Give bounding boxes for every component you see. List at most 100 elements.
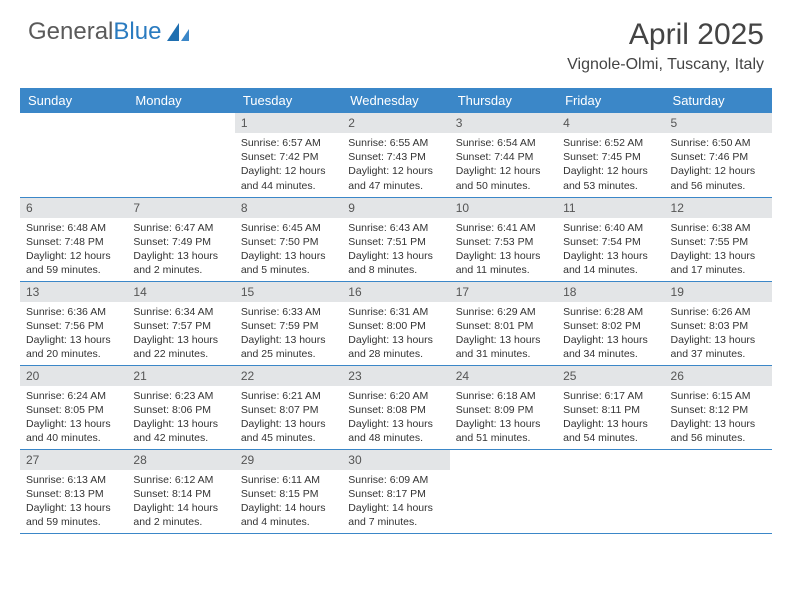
calendar-cell: 1Sunrise: 6:57 AMSunset: 7:42 PMDaylight…: [235, 113, 342, 197]
calendar-cell: ..: [127, 113, 234, 197]
day-number: 17: [450, 282, 557, 302]
day-number: 18: [557, 282, 664, 302]
day-body: Sunrise: 6:55 AMSunset: 7:43 PMDaylight:…: [342, 133, 449, 196]
day-body: Sunrise: 6:43 AMSunset: 7:51 PMDaylight:…: [342, 218, 449, 281]
day-number: 3: [450, 113, 557, 133]
day-body: Sunrise: 6:21 AMSunset: 8:07 PMDaylight:…: [235, 386, 342, 449]
day-body: Sunrise: 6:57 AMSunset: 7:42 PMDaylight:…: [235, 133, 342, 196]
logo: GeneralBlue: [28, 18, 191, 46]
weekday-row: SundayMondayTuesdayWednesdayThursdayFrid…: [20, 88, 772, 113]
day-body: Sunrise: 6:45 AMSunset: 7:50 PMDaylight:…: [235, 218, 342, 281]
logo-part2: Blue: [113, 18, 161, 45]
day-body: Sunrise: 6:20 AMSunset: 8:08 PMDaylight:…: [342, 386, 449, 449]
day-body: Sunrise: 6:54 AMSunset: 7:44 PMDaylight:…: [450, 133, 557, 196]
calendar-row: 27Sunrise: 6:13 AMSunset: 8:13 PMDayligh…: [20, 449, 772, 533]
calendar-head: SundayMondayTuesdayWednesdayThursdayFrid…: [20, 88, 772, 113]
calendar-row: 6Sunrise: 6:48 AMSunset: 7:48 PMDaylight…: [20, 197, 772, 281]
calendar-cell: 12Sunrise: 6:38 AMSunset: 7:55 PMDayligh…: [665, 197, 772, 281]
day-number: 9: [342, 198, 449, 218]
calendar-cell: 18Sunrise: 6:28 AMSunset: 8:02 PMDayligh…: [557, 281, 664, 365]
day-body: Sunrise: 6:26 AMSunset: 8:03 PMDaylight:…: [665, 302, 772, 365]
day-body: Sunrise: 6:38 AMSunset: 7:55 PMDaylight:…: [665, 218, 772, 281]
calendar-cell: 5Sunrise: 6:50 AMSunset: 7:46 PMDaylight…: [665, 113, 772, 197]
day-number: 8: [235, 198, 342, 218]
day-body: Sunrise: 6:29 AMSunset: 8:01 PMDaylight:…: [450, 302, 557, 365]
calendar-cell: 27Sunrise: 6:13 AMSunset: 8:13 PMDayligh…: [20, 449, 127, 533]
day-number: 26: [665, 366, 772, 386]
day-body: Sunrise: 6:36 AMSunset: 7:56 PMDaylight:…: [20, 302, 127, 365]
day-number: 28: [127, 450, 234, 470]
day-number: 23: [342, 366, 449, 386]
calendar-cell: 26Sunrise: 6:15 AMSunset: 8:12 PMDayligh…: [665, 365, 772, 449]
day-number: 22: [235, 366, 342, 386]
day-number: 6: [20, 198, 127, 218]
day-body: Sunrise: 6:13 AMSunset: 8:13 PMDaylight:…: [20, 470, 127, 533]
day-number: 29: [235, 450, 342, 470]
day-number: 2: [342, 113, 449, 133]
calendar-cell: 21Sunrise: 6:23 AMSunset: 8:06 PMDayligh…: [127, 365, 234, 449]
day-body: Sunrise: 6:31 AMSunset: 8:00 PMDaylight:…: [342, 302, 449, 365]
day-body: Sunrise: 6:15 AMSunset: 8:12 PMDaylight:…: [665, 386, 772, 449]
day-number: 12: [665, 198, 772, 218]
weekday-header: Tuesday: [235, 88, 342, 113]
day-body: Sunrise: 6:11 AMSunset: 8:15 PMDaylight:…: [235, 470, 342, 533]
weekday-header: Saturday: [665, 88, 772, 113]
calendar-cell: 10Sunrise: 6:41 AMSunset: 7:53 PMDayligh…: [450, 197, 557, 281]
calendar-table: SundayMondayTuesdayWednesdayThursdayFrid…: [20, 88, 772, 534]
day-number: 7: [127, 198, 234, 218]
day-body: Sunrise: 6:17 AMSunset: 8:11 PMDaylight:…: [557, 386, 664, 449]
day-body: Sunrise: 6:47 AMSunset: 7:49 PMDaylight:…: [127, 218, 234, 281]
calendar-cell: 2Sunrise: 6:55 AMSunset: 7:43 PMDaylight…: [342, 113, 449, 197]
day-number: 11: [557, 198, 664, 218]
calendar-cell: 11Sunrise: 6:40 AMSunset: 7:54 PMDayligh…: [557, 197, 664, 281]
day-number: 25: [557, 366, 664, 386]
calendar-cell: 6Sunrise: 6:48 AMSunset: 7:48 PMDaylight…: [20, 197, 127, 281]
day-number: 15: [235, 282, 342, 302]
day-body: Sunrise: 6:34 AMSunset: 7:57 PMDaylight:…: [127, 302, 234, 365]
day-body: Sunrise: 6:09 AMSunset: 8:17 PMDaylight:…: [342, 470, 449, 533]
calendar-cell: 22Sunrise: 6:21 AMSunset: 8:07 PMDayligh…: [235, 365, 342, 449]
day-number: 1: [235, 113, 342, 133]
calendar-cell: 19Sunrise: 6:26 AMSunset: 8:03 PMDayligh…: [665, 281, 772, 365]
header: GeneralBlue April 2025 Vignole-Olmi, Tus…: [0, 0, 792, 80]
day-number: 13: [20, 282, 127, 302]
day-number: 19: [665, 282, 772, 302]
calendar-row: 13Sunrise: 6:36 AMSunset: 7:56 PMDayligh…: [20, 281, 772, 365]
day-number: 20: [20, 366, 127, 386]
calendar-row: 20Sunrise: 6:24 AMSunset: 8:05 PMDayligh…: [20, 365, 772, 449]
day-number: 10: [450, 198, 557, 218]
calendar-cell: 29Sunrise: 6:11 AMSunset: 8:15 PMDayligh…: [235, 449, 342, 533]
calendar-cell: 16Sunrise: 6:31 AMSunset: 8:00 PMDayligh…: [342, 281, 449, 365]
calendar-cell: 24Sunrise: 6:18 AMSunset: 8:09 PMDayligh…: [450, 365, 557, 449]
calendar-cell: 14Sunrise: 6:34 AMSunset: 7:57 PMDayligh…: [127, 281, 234, 365]
calendar-cell: 23Sunrise: 6:20 AMSunset: 8:08 PMDayligh…: [342, 365, 449, 449]
calendar-cell: 4Sunrise: 6:52 AMSunset: 7:45 PMDaylight…: [557, 113, 664, 197]
day-body: Sunrise: 6:23 AMSunset: 8:06 PMDaylight:…: [127, 386, 234, 449]
logo-sail-icon: [165, 21, 191, 43]
day-body: Sunrise: 6:41 AMSunset: 7:53 PMDaylight:…: [450, 218, 557, 281]
location: Vignole-Olmi, Tuscany, Italy: [567, 56, 764, 74]
calendar-cell: 20Sunrise: 6:24 AMSunset: 8:05 PMDayligh…: [20, 365, 127, 449]
day-number: 14: [127, 282, 234, 302]
calendar-cell: 13Sunrise: 6:36 AMSunset: 7:56 PMDayligh…: [20, 281, 127, 365]
logo-text: GeneralBlue: [28, 18, 161, 46]
weekday-header: Friday: [557, 88, 664, 113]
day-number: 4: [557, 113, 664, 133]
weekday-header: Thursday: [450, 88, 557, 113]
calendar-cell: 15Sunrise: 6:33 AMSunset: 7:59 PMDayligh…: [235, 281, 342, 365]
day-body: Sunrise: 6:33 AMSunset: 7:59 PMDaylight:…: [235, 302, 342, 365]
day-number: 27: [20, 450, 127, 470]
calendar-body: ....1Sunrise: 6:57 AMSunset: 7:42 PMDayl…: [20, 113, 772, 533]
calendar-cell: 28Sunrise: 6:12 AMSunset: 8:14 PMDayligh…: [127, 449, 234, 533]
day-number: 30: [342, 450, 449, 470]
calendar-cell: 25Sunrise: 6:17 AMSunset: 8:11 PMDayligh…: [557, 365, 664, 449]
day-body: Sunrise: 6:12 AMSunset: 8:14 PMDaylight:…: [127, 470, 234, 533]
calendar-cell: 17Sunrise: 6:29 AMSunset: 8:01 PMDayligh…: [450, 281, 557, 365]
day-body: Sunrise: 6:52 AMSunset: 7:45 PMDaylight:…: [557, 133, 664, 196]
day-body: Sunrise: 6:28 AMSunset: 8:02 PMDaylight:…: [557, 302, 664, 365]
title-block: April 2025 Vignole-Olmi, Tuscany, Italy: [567, 18, 764, 74]
weekday-header: Monday: [127, 88, 234, 113]
calendar-cell: ..: [20, 113, 127, 197]
calendar-cell: 9Sunrise: 6:43 AMSunset: 7:51 PMDaylight…: [342, 197, 449, 281]
calendar-cell: 7Sunrise: 6:47 AMSunset: 7:49 PMDaylight…: [127, 197, 234, 281]
